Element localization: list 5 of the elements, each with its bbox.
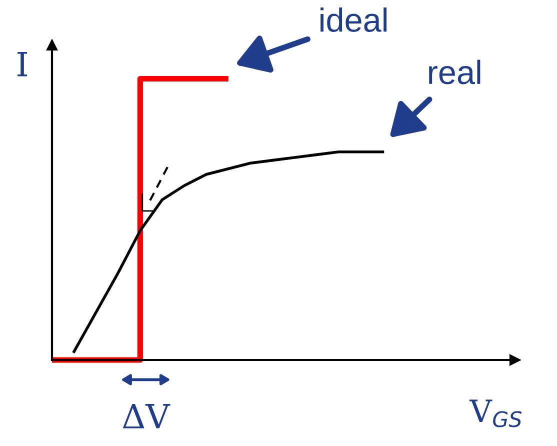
- text: real: [429, 60, 480, 84]
- x-axis-title: V$_{GS}$: [469, 400, 522, 428]
- y-axis-title: I: [18, 52, 28, 76]
- text: ideal: [320, 7, 387, 32]
- text: ΔV: [122, 404, 170, 428]
